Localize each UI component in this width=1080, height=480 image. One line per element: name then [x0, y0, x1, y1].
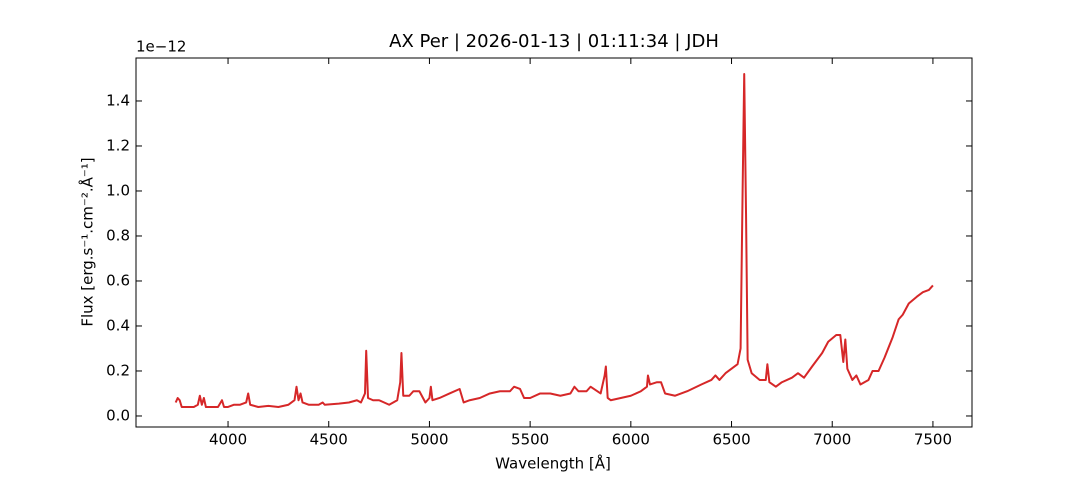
x-tick-label: 4000	[209, 431, 247, 449]
y-tick-label: 0.2	[106, 361, 130, 379]
y-offset-label: 1e−12	[136, 38, 186, 56]
x-tick-label: 7000	[813, 431, 851, 449]
y-tick-label: 1.2	[106, 136, 130, 154]
y-tick-label: 0.6	[106, 271, 130, 289]
y-tick-label: 0.8	[106, 226, 130, 244]
y-tick-label: 1.4	[106, 91, 130, 109]
y-axis-label: Flux [erg.s⁻¹.cm⁻².Å⁻¹]	[78, 157, 97, 326]
x-tick-label: 4500	[310, 431, 348, 449]
x-tick-label: 5000	[410, 431, 448, 449]
x-axis-label: Wavelength [Å]	[495, 454, 611, 473]
axes-frame	[135, 57, 973, 428]
x-tick-label: 7500	[914, 431, 952, 449]
spectrum-line	[174, 72, 934, 408]
y-tick-label: 1.0	[106, 181, 130, 199]
x-tick-label: 5500	[511, 431, 549, 449]
y-tick-label: 0.4	[106, 316, 130, 334]
x-tick-label: 6000	[612, 431, 650, 449]
chart-title: AX Per | 2026-01-13 | 01:11:34 | JDH	[389, 31, 719, 52]
x-tick-label: 6500	[712, 431, 750, 449]
y-tick-label: 0.0	[106, 406, 130, 424]
